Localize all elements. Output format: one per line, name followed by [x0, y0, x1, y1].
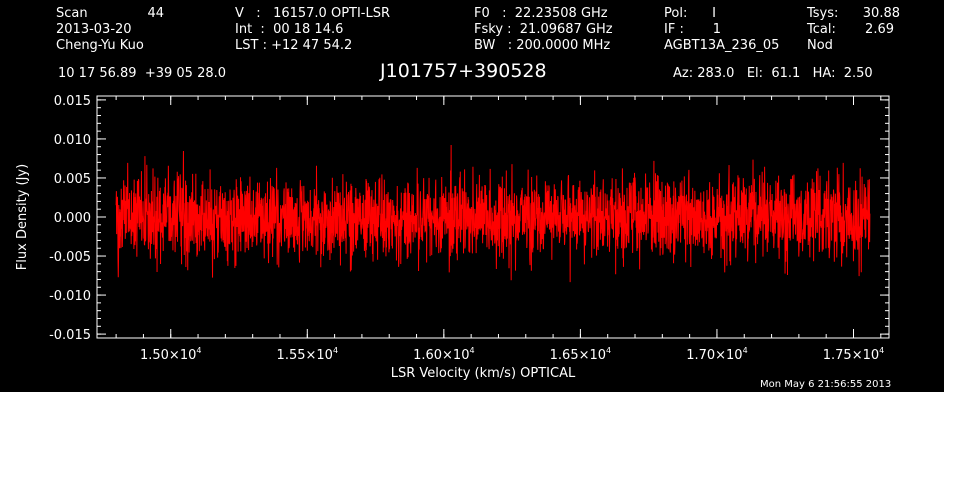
x-tick-label: 1.55×104	[277, 346, 338, 363]
lst-readout: LST : +12 47 54.2	[235, 38, 353, 53]
polarization: Pol: I	[664, 6, 716, 21]
rest-frequency: F0 : 22.23508 GHz	[474, 6, 608, 21]
obs-date: 2013-03-20	[56, 22, 132, 37]
x-axis-label: LSR Velocity (km/s) OPTICAL	[391, 366, 576, 381]
x-tick-label: 1.70×104	[686, 346, 747, 363]
spectrum-chart: 1.50×104 1.55×104 1.60×104 1.65×104 1.70×104…	[15, 94, 890, 381]
sky-frequency: Fsky : 21.09687 GHz	[474, 22, 613, 37]
observer-name: Cheng-Yu Kuo	[56, 38, 144, 53]
x-tick-label: 1.75×104	[823, 346, 884, 363]
integration-time: Int : 00 18 14.6	[235, 22, 344, 37]
y-axis-label: Flux Density (Jy)	[15, 164, 30, 270]
y-tick-label: 0.000	[54, 211, 91, 226]
source-name: J101757+390528	[380, 60, 547, 82]
x-tick-label: 1.50×104	[140, 346, 201, 363]
scan-label: Scan	[56, 6, 88, 21]
spectrum-series-line	[115, 145, 871, 283]
tcal-label: Tcal:	[807, 22, 836, 37]
x-tick-label: 1.60×104	[413, 346, 474, 363]
tsys-value: 30.88	[862, 6, 900, 21]
bandwidth: BW : 200.0000 MHz	[474, 38, 611, 53]
x-tick-label: 1.65×104	[550, 346, 611, 363]
az-el-ha: Az: 283.0 El: 61.1 HA: 2.50	[673, 66, 873, 81]
obs-mode: Nod	[807, 38, 833, 53]
project-id: AGBT13A_236_05	[664, 38, 780, 53]
y-tick-label: 0.010	[54, 133, 91, 148]
scan-number: 44	[147, 6, 164, 21]
y-tick-label: 0.005	[54, 172, 91, 187]
if-number: IF : 1	[664, 22, 722, 37]
plot-timestamp: Mon May 6 21:56:55 2013	[760, 379, 892, 390]
tcal-value: 2.69	[865, 22, 894, 37]
tsys-label: Tsys:	[807, 6, 839, 21]
y-tick-label: 0.015	[54, 94, 91, 109]
y-tick-label: -0.010	[49, 289, 91, 304]
plot-window: Scan 44 2013-03-20 Cheng-Yu Kuo V : 1615…	[0, 0, 944, 392]
y-tick-label: -0.005	[49, 250, 91, 265]
velocity-readout: V : 16157.0 OPTI-LSR	[235, 6, 391, 21]
y-tick-label: -0.015	[49, 328, 91, 343]
source-coordinates: 10 17 56.89 +39 05 28.0	[58, 66, 227, 81]
